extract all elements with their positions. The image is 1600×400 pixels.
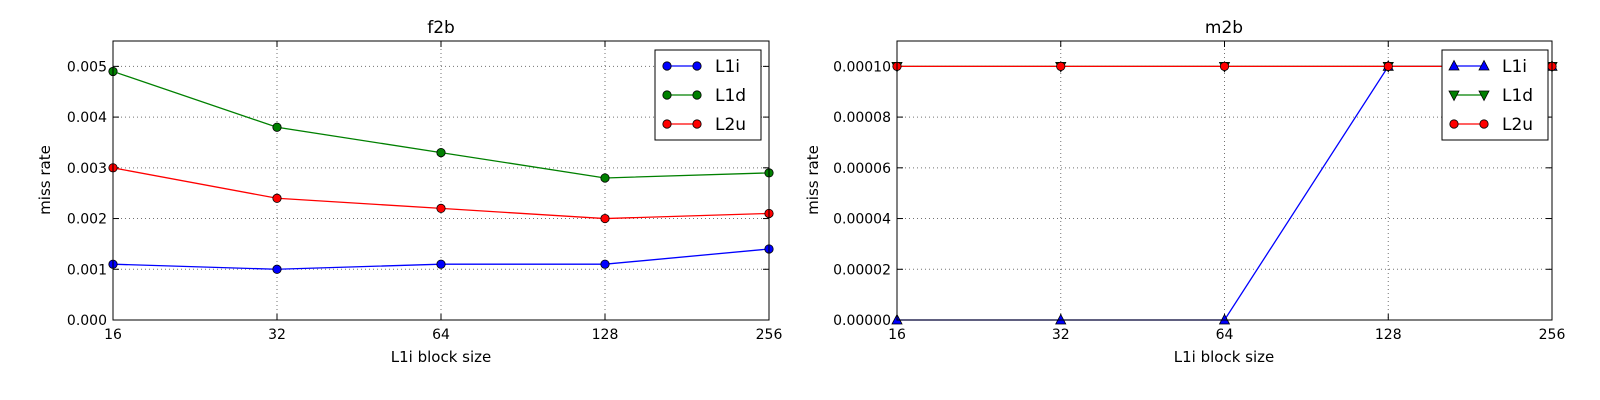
y-tick-label: 0.00008 xyxy=(833,110,891,126)
y-tick-label: 0.001 xyxy=(67,262,107,278)
legend-marker xyxy=(662,61,672,71)
data-point-l1i xyxy=(1218,313,1231,325)
series-group xyxy=(108,66,774,274)
chart-title: f2b xyxy=(427,18,455,38)
y-tick-label: 0.00010 xyxy=(833,59,891,75)
legend-marker xyxy=(1479,119,1489,129)
data-point-l1i xyxy=(272,264,282,274)
x-tick-label: 128 xyxy=(1375,327,1402,343)
chart-m2b: m2b L1i block size miss rate 0.000000.00… xyxy=(804,18,1565,366)
data-point-l1i xyxy=(600,259,610,269)
data-point-l1i xyxy=(436,259,446,269)
chart-title: m2b xyxy=(1205,18,1243,38)
axis-ticks: 0.00000 0.00002 0.00004 0.00006 0.00008 0.000… xyxy=(833,41,1565,343)
legend-marker xyxy=(692,61,702,71)
x-tick-label: 256 xyxy=(756,327,783,343)
y-tick-label: 0.003 xyxy=(67,161,107,177)
y-axis-label: miss rate xyxy=(36,145,54,215)
x-tick-label: 32 xyxy=(1052,327,1070,343)
y-tick-label: 0.000 xyxy=(67,313,107,329)
x-axis-label: L1i block size xyxy=(391,348,492,366)
y-tick-label: 0.00004 xyxy=(833,212,891,228)
legend-marker xyxy=(1449,119,1459,129)
x-tick-label: 64 xyxy=(1216,327,1234,343)
legend-label-l1d: L1d xyxy=(1502,86,1533,106)
x-tick-label: 256 xyxy=(1539,327,1566,343)
y-tick-label: 0.00006 xyxy=(833,161,891,177)
data-point-l2u xyxy=(272,193,282,203)
legend-marker xyxy=(1448,59,1460,71)
data-point-l2u xyxy=(600,213,610,224)
x-tick-label: 16 xyxy=(104,327,122,343)
chart-f2b: f2b L1i block size miss rate 0.0000.0010… xyxy=(36,18,782,366)
legend-label-l1i: L1i xyxy=(715,57,740,77)
legend-label-l2u: L2u xyxy=(1502,115,1533,135)
legend-label-l1i: L1i xyxy=(1502,57,1527,77)
y-tick-label: 0.005 xyxy=(67,59,107,75)
legend-marker xyxy=(662,119,672,129)
data-point-l1i xyxy=(1055,313,1067,325)
legend-label-l1d: L1d xyxy=(715,86,746,106)
legend-marker xyxy=(692,90,702,100)
legend-marker xyxy=(692,119,702,129)
legend: L1i L1d L2u xyxy=(654,49,762,141)
data-point-l1d xyxy=(436,148,446,158)
y-axis-label: miss rate xyxy=(804,145,822,215)
y-tick-label: 0.004 xyxy=(67,110,107,126)
legend-marker xyxy=(1448,90,1460,102)
y-tick-label: 0.00000 xyxy=(833,313,891,329)
axis-ticks: 0.000 0.001 0.002 0.003 0.004 0.005 16 32 64 128 2… xyxy=(67,41,783,343)
x-tick-label: 128 xyxy=(592,327,619,343)
data-point-l1d xyxy=(272,122,282,132)
data-point-l2u xyxy=(1383,61,1393,71)
plot-frame xyxy=(112,40,770,321)
x-tick-label: 64 xyxy=(432,327,450,343)
data-point-l2u xyxy=(1219,61,1230,71)
plot-frame xyxy=(896,40,1553,321)
x-tick-label: 16 xyxy=(888,327,906,343)
legend-label-l2u: L2u xyxy=(715,115,746,135)
data-point-l1d xyxy=(600,173,610,183)
x-tick-label: 32 xyxy=(268,327,286,343)
y-tick-label: 0.00002 xyxy=(833,262,891,278)
legend-marker xyxy=(1478,90,1490,102)
legend-marker xyxy=(1478,59,1490,71)
legend-marker xyxy=(662,90,672,100)
legend: L1i L1d L2u xyxy=(1441,49,1549,141)
data-point-l2u xyxy=(1056,61,1066,71)
x-axis-label: L1i block size xyxy=(1174,348,1275,366)
y-tick-label: 0.002 xyxy=(67,212,107,228)
data-point-l2u xyxy=(436,203,446,213)
